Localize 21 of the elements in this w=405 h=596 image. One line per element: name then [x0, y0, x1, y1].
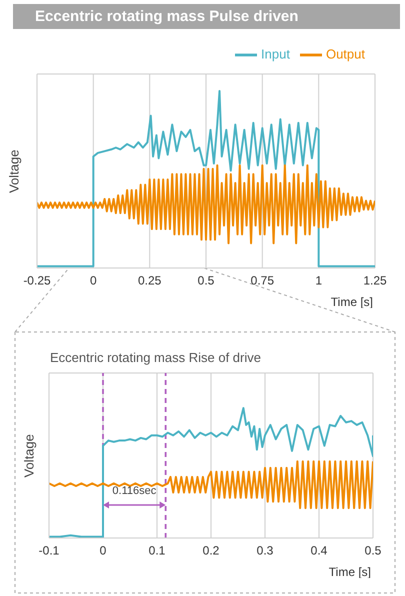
x-tick-label: 0.5 — [198, 274, 215, 288]
x-tick-label: 0 — [100, 544, 107, 558]
x-tick-label: -0.1 — [38, 544, 60, 558]
x-tick-label: 1 — [315, 274, 322, 288]
x-tick-label: 0.75 — [250, 274, 274, 288]
x-tick-label: 0.25 — [138, 274, 162, 288]
y-axis-title: Voltage — [22, 434, 37, 478]
x-tick-label: -0.25 — [23, 274, 51, 288]
x-tick-label: 0.1 — [148, 544, 166, 558]
legend-label: Input — [261, 46, 290, 62]
legend-label: Output — [326, 46, 365, 62]
x-tick-label: 1.25 — [363, 274, 387, 288]
x-tick-label: 0.3 — [256, 544, 274, 558]
x-tick-label: 0.4 — [310, 544, 328, 558]
chart-title: Eccentric rotating mass Rise of drive — [50, 350, 261, 365]
chart-title: Eccentric rotating mass Pulse driven — [13, 4, 400, 29]
x-tick-label: 0 — [90, 274, 97, 288]
y-axis-title: Voltage — [6, 150, 22, 193]
annotation: 0.116sec — [111, 485, 158, 497]
x-tick-label: 0.5 — [364, 544, 382, 558]
x-tick-label: 0.2 — [202, 544, 220, 558]
